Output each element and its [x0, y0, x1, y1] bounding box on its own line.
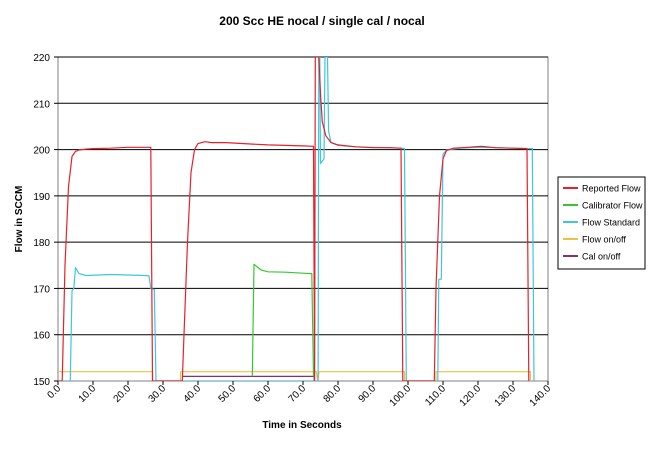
y-axis-label: Flow in SCCM: [14, 186, 25, 253]
gridlines: [58, 56, 548, 336]
x-tick-label: 140.0: [528, 383, 554, 409]
x-tick-label: 120.0: [458, 383, 484, 409]
x-tick-label: 50.0: [217, 383, 239, 405]
y-tick-label: 160: [33, 331, 50, 342]
x-tick-label: 80.0: [322, 383, 344, 405]
x-axis: 0.0 10.0 20.0 30.0 40.0 50.0 60.0 70.0 80.0 90.0 1…: [46, 381, 554, 409]
y-tick-label: 150: [33, 377, 50, 388]
y-axis: 150 160 170 180 190 200 210 220: [33, 53, 58, 388]
y-tick-label: 200: [33, 146, 50, 157]
x-axis-label: Time in Seconds: [262, 420, 342, 431]
y-tick-label: 220: [33, 53, 50, 64]
y-tick-label: 180: [33, 238, 50, 249]
x-tick-label: 130.0: [493, 383, 519, 409]
legend-label: Flow Standard: [582, 218, 640, 228]
x-tick-label: 110.0: [423, 383, 448, 408]
x-tick-label: 20.0: [112, 383, 134, 405]
y-tick-label: 210: [33, 99, 50, 110]
y-tick-label: 170: [33, 284, 50, 295]
legend-label: Cal on/off: [582, 252, 621, 262]
x-tick-label: 70.0: [287, 383, 309, 405]
x-tick-label: 90.0: [357, 383, 379, 405]
legend-label: Calibrator Flow: [582, 201, 643, 211]
series-line-calibrator-flow: [251, 263, 315, 377]
legend-label: Flow on/off: [582, 235, 626, 245]
plot-area: [57, 56, 549, 382]
series-line-flow-standard: [58, 57, 535, 381]
x-tick-label: 40.0: [182, 383, 204, 405]
series-layer: [58, 57, 535, 381]
y-tick-label: 190: [33, 192, 50, 203]
x-tick-label: 10.0: [77, 383, 99, 405]
x-tick-label: 60.0: [252, 383, 274, 405]
legend-label: Reported Flow: [582, 184, 641, 194]
series-line-reported-flow: [58, 57, 530, 381]
x-tick-label: 100.0: [388, 383, 414, 409]
legend: Reported Flow Calibrator Flow Flow Standar…: [557, 176, 646, 270]
x-tick-label: 30.0: [147, 383, 169, 405]
chart-title: 200 Scc HE nocal / single cal / nocal: [219, 14, 424, 28]
